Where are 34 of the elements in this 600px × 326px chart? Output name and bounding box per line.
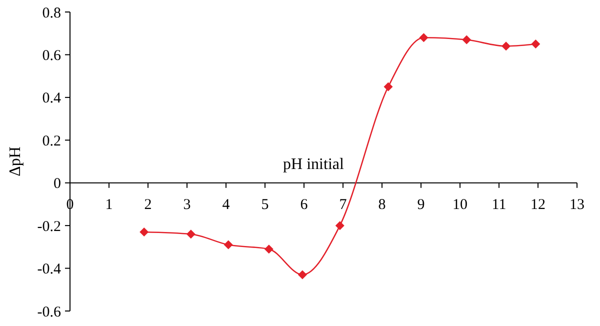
- x-tick-label: 2: [144, 196, 152, 213]
- y-tick-label: 0.4: [42, 90, 62, 107]
- x-tick-label: 8: [378, 196, 386, 213]
- y-tick-label: 0.8: [42, 5, 61, 22]
- y-tick-label: 0.6: [42, 48, 62, 64]
- x-tick-label: 4: [222, 196, 230, 213]
- y-tick-label: 0.2: [42, 133, 61, 150]
- x-tick-label: 1: [105, 196, 113, 213]
- point: [384, 82, 393, 92]
- point: [502, 42, 511, 51]
- x-tick-label: 10: [452, 196, 468, 213]
- point: [298, 270, 307, 280]
- y-axis-title: ΔpH: [7, 146, 24, 176]
- y-tick-label: -0.2: [37, 218, 61, 235]
- point: [264, 244, 274, 254]
- point: [186, 230, 196, 239]
- point: [140, 227, 149, 236]
- point: [462, 35, 472, 44]
- point: [224, 240, 233, 250]
- x-tick-label: 3: [183, 196, 191, 213]
- x-tick-label: 7: [339, 196, 348, 213]
- x-axis-title: pH initial: [283, 156, 344, 173]
- y-tick-label: -0.4: [37, 262, 62, 278]
- y-tick-label: -0.6: [37, 304, 62, 320]
- x-tick-label: 5: [261, 196, 269, 213]
- point: [531, 40, 540, 49]
- point: [335, 221, 344, 230]
- x-tick-label: 9: [417, 196, 425, 213]
- point: [419, 33, 428, 42]
- x-tick-label: 11: [492, 196, 506, 213]
- x-tick-label: 12: [530, 196, 546, 213]
- x-tick-label: 6: [300, 196, 308, 213]
- y-tick-label: 0: [54, 176, 61, 192]
- x-tick-label: 13: [570, 196, 584, 213]
